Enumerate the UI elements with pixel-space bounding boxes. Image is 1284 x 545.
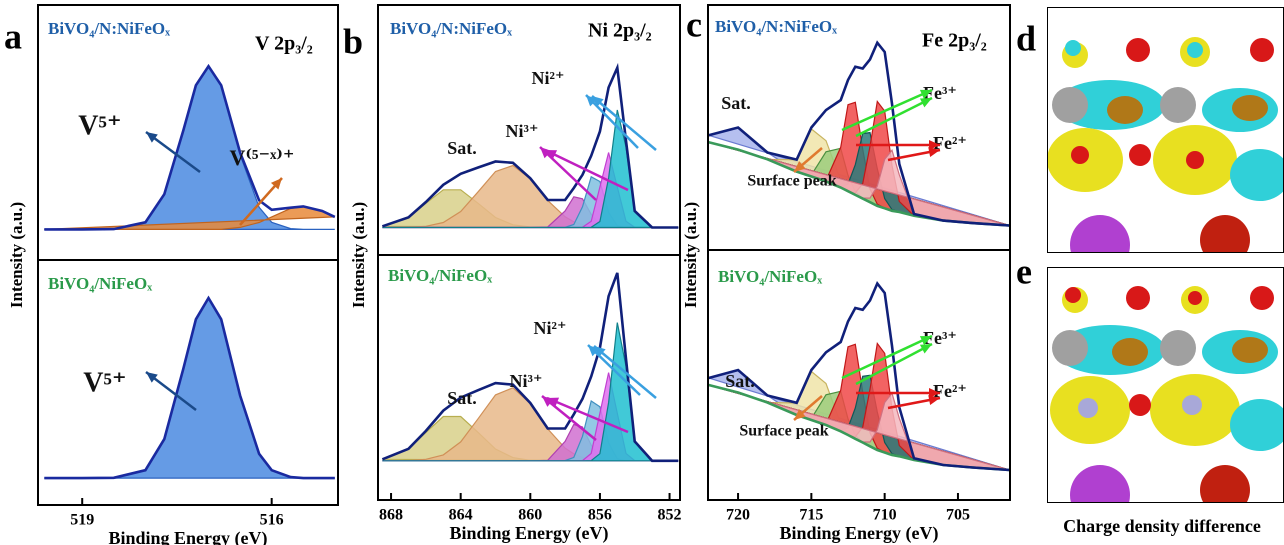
- chart-subtitle: Fe 2p₃/₂: [922, 30, 987, 52]
- x-tick-label: 516: [260, 512, 284, 529]
- x-tick-label: 856: [588, 507, 612, 524]
- x-tick-label: 705: [946, 507, 970, 524]
- chart-title: BiVO₄/NiFeOₓ: [388, 266, 492, 285]
- annotation: Ni²⁺: [534, 318, 567, 338]
- x-axis-label: Binding Energy (eV): [449, 523, 608, 544]
- x-axis-label: Binding Energy (eV): [779, 523, 938, 544]
- annotation: Ni²⁺: [532, 68, 565, 88]
- annotation: V⁵⁺: [83, 367, 126, 398]
- page: d e Charge density difference BiVO₄/N:Ni…: [0, 0, 1284, 545]
- structure-d: [1047, 7, 1284, 275]
- chart-title: BiVO₄/NiFeOₓ: [718, 267, 822, 286]
- x-tick-label: 519: [70, 512, 94, 529]
- plot-area: [382, 273, 678, 461]
- annotation: Sat.: [447, 388, 477, 408]
- panel-letter: c: [686, 4, 702, 44]
- annotation: Surface peak: [739, 423, 828, 440]
- panel-letter: a: [4, 16, 22, 56]
- annotation-arrow: [586, 95, 638, 148]
- panel-letter: b: [343, 21, 363, 61]
- x-axis-label: Binding Energy (eV): [108, 528, 267, 545]
- chart-title: BiVO₄/NiFeOₓ: [48, 274, 152, 293]
- chart-title: BiVO₄/N:NiFeOₓ: [390, 19, 512, 38]
- annotation: Sat.: [721, 93, 751, 113]
- chart-title: BiVO₄/N:NiFeOₓ: [715, 17, 837, 36]
- annotation: Surface peak: [747, 173, 836, 190]
- chart-subtitle: V 2p₃/₂: [255, 33, 313, 55]
- figure: d e Charge density difference BiVO₄/N:Ni…: [0, 0, 1284, 545]
- caption: Charge density difference: [1063, 516, 1261, 536]
- panel-letter: e: [1016, 251, 1032, 291]
- annotation-arrow: [856, 344, 932, 384]
- x-tick-label: 720: [726, 507, 750, 524]
- panel-letter: d: [1016, 18, 1036, 58]
- x-tick-label: 868: [379, 507, 403, 524]
- annotation: Ni³⁺: [506, 121, 539, 141]
- annotation: Ni³⁺: [510, 371, 543, 391]
- chart-subtitle: Ni 2p₃/₂: [588, 20, 652, 42]
- x-tick-label: 860: [518, 507, 542, 524]
- annotation-arrow: [540, 147, 596, 200]
- y-axis-label: Intensity (a.u.): [7, 202, 26, 308]
- y-axis-label: Intensity (a.u.): [681, 202, 700, 308]
- y-axis-label: Intensity (a.u.): [349, 202, 368, 308]
- annotation: V⁽⁵⁻ˣ⁾⁺: [229, 145, 294, 170]
- plot-area: [382, 68, 678, 228]
- x-tick-label: 715: [799, 507, 823, 524]
- annotation: Sat.: [447, 138, 477, 158]
- annotation: V⁵⁺: [78, 110, 121, 141]
- annotation: Sat.: [725, 371, 755, 391]
- chart-title: BiVO₄/N:NiFeOₓ: [48, 19, 170, 38]
- structure-e: [1047, 267, 1284, 525]
- x-tick-label: 710: [873, 507, 897, 524]
- x-tick-label: 864: [449, 507, 473, 524]
- x-tick-label: 852: [658, 507, 682, 524]
